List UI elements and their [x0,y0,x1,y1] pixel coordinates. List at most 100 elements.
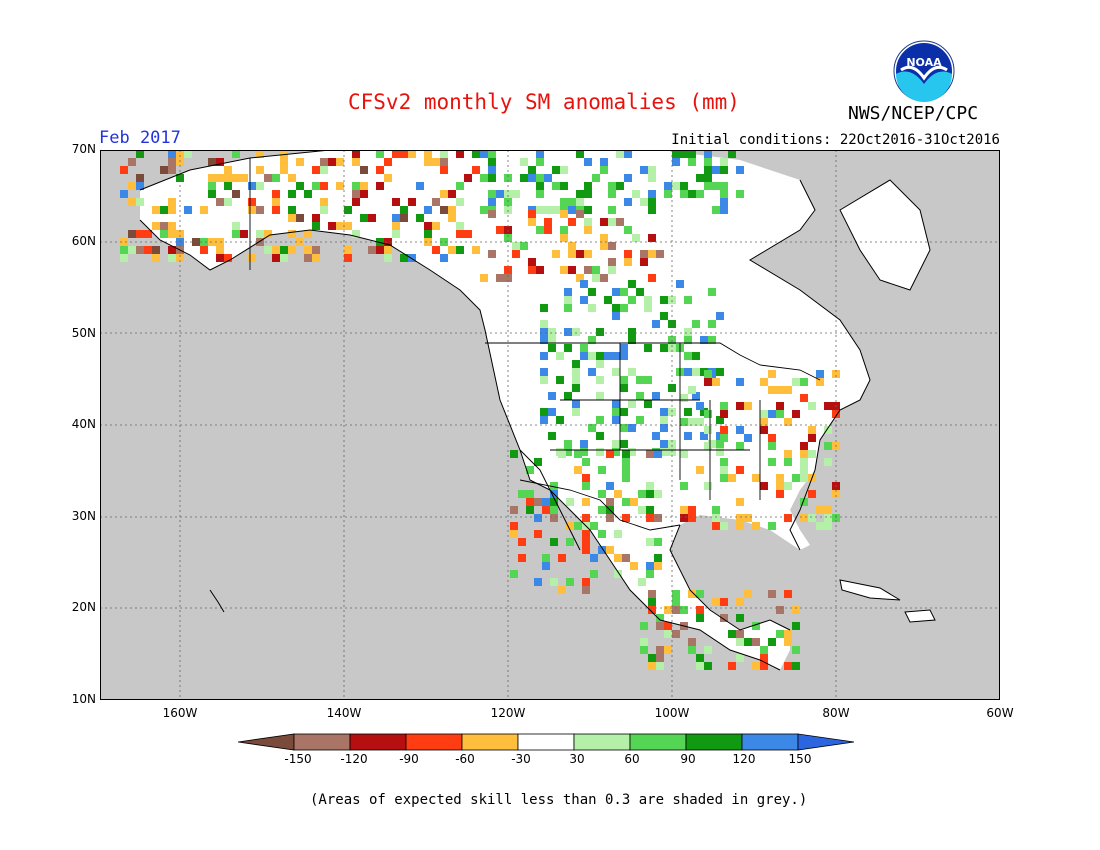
anomaly-cell [728,662,736,670]
anomaly-cell [488,190,496,198]
anomaly-cell [582,498,590,506]
anomaly-cell [760,418,768,426]
anomaly-cell [240,174,248,182]
anomaly-cell [352,190,360,198]
anomaly-cell [768,590,776,598]
anomaly-cell [424,238,432,246]
anomaly-cell [128,198,136,206]
anomaly-cell [654,450,662,458]
anomaly-cell [176,150,184,158]
anomaly-cell [824,514,832,522]
anomaly-cell [614,554,622,562]
anomaly-cell [720,198,728,206]
anomaly-cell [704,410,712,418]
colorbar-tick-label: -120 [340,752,368,766]
anomaly-cell [688,418,696,426]
anomaly-cell [704,442,712,450]
anomaly-cell [800,466,808,474]
anomaly-cell [792,646,800,654]
anomaly-cell [646,514,654,522]
anomaly-cell [600,234,608,242]
colorbar-swatch [685,733,743,751]
anomaly-cell [540,416,548,424]
colorbar-tick-label: -60 [455,752,475,766]
anomaly-cell [596,448,604,456]
agency-label: NWS/NCEP/CPC [848,103,979,124]
anomaly-cell [688,646,696,654]
anomaly-cell [548,432,556,440]
anomaly-cell [736,598,744,606]
anomaly-cell [168,254,176,262]
anomaly-cell [596,328,604,336]
anomaly-cell [636,288,644,296]
anomaly-cell [534,498,542,506]
anomaly-cell [580,344,588,352]
anomaly-cell [692,368,700,376]
anomaly-cell [776,410,784,418]
anomaly-cell [590,554,598,562]
anomaly-cell [550,482,558,490]
colorbar-tick-label: -150 [284,752,312,766]
anomaly-cell [536,158,544,166]
anomaly-cell [408,150,416,158]
anomaly-cell [704,150,712,158]
anomaly-cell [556,352,564,360]
anomaly-cell [440,150,448,158]
anomaly-cell [488,174,496,182]
anomaly-cell [408,254,416,262]
anomaly-cell [606,482,614,490]
anomaly-cell [352,230,360,238]
anomaly-cell [588,304,596,312]
anomaly-cell [720,598,728,606]
anomaly-cell [352,150,360,158]
anomaly-cell [582,458,590,466]
anomaly-cell [640,250,648,258]
anomaly-cell [608,182,616,190]
anomaly-cell [576,250,584,258]
anomaly-cell [550,538,558,546]
anomaly-cell [288,230,296,238]
anomaly-cell [712,166,720,174]
anomaly-cell [580,280,588,288]
anomaly-cell [536,266,544,274]
anomaly-cell [520,242,528,250]
anomaly-cell [464,230,472,238]
anomaly-cell [376,166,384,174]
anomaly-cell [352,182,360,190]
anomaly-cell [526,490,534,498]
anomaly-cell [582,586,590,594]
anomaly-cell [792,622,800,630]
anomaly-cell [264,230,272,238]
anomaly-cell [566,522,574,530]
anomaly-cell [736,378,744,386]
anomaly-cell [660,416,668,424]
anomaly-cell [612,448,620,456]
anomaly-cell [376,182,384,190]
anomaly-cell [312,182,320,190]
anomaly-cell [736,498,744,506]
anomaly-cell [596,416,604,424]
anomaly-cell [720,522,728,530]
anomaly-cell [800,450,808,458]
anomaly-cell [628,368,636,376]
anomaly-cell [628,296,636,304]
initial-conditions: Initial conditions: 22Oct2016-31Oct2016 [671,132,1000,148]
anomaly-cell [574,450,582,458]
anomaly-cell [572,328,580,336]
anomaly-cell [696,402,704,410]
lon-label: 60W [986,706,1014,720]
anomaly-cell [440,190,448,198]
anomaly-cell [648,166,656,174]
anomaly-cell [736,466,744,474]
lon-label: 140W [326,706,362,720]
anomaly-cell [456,150,464,158]
anomaly-cell [152,246,160,254]
anomaly-cell [622,474,630,482]
anomaly-cell [360,190,368,198]
anomaly-cell [688,514,696,522]
anomaly-cell [704,166,712,174]
anomaly-cell [664,606,672,614]
anomaly-cell [510,570,518,578]
anomaly-cell [540,320,548,328]
anomaly-cell [540,336,548,344]
